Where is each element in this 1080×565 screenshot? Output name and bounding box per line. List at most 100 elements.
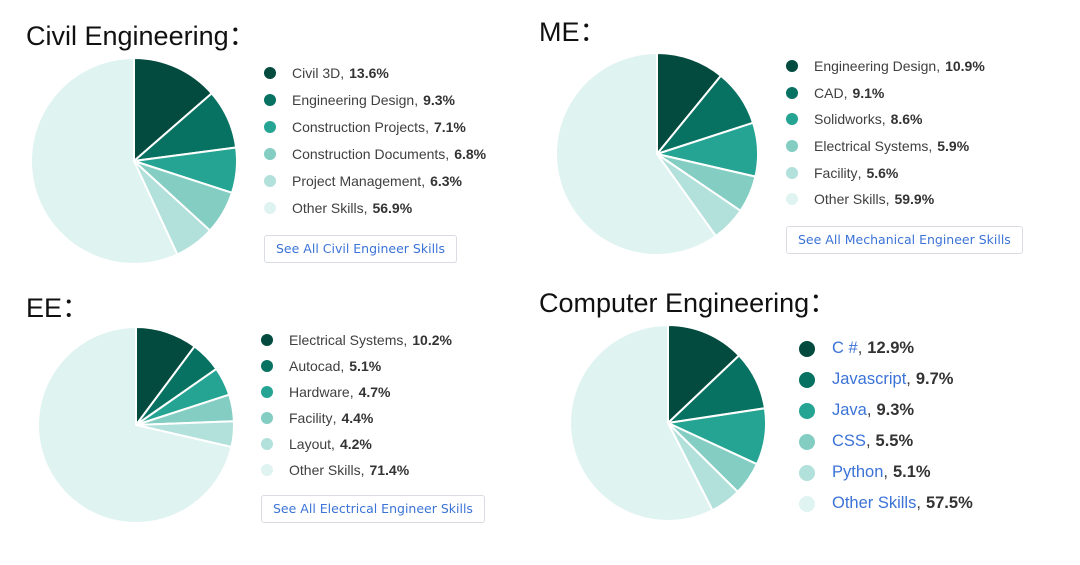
computer-slice-c-sharp: [667, 324, 741, 424]
legend-value: 6.3%: [430, 172, 462, 189]
legend-separator: ,: [866, 401, 872, 419]
electrical-slice-other-skills: [37, 326, 233, 524]
electrical-legend-item-autocad: Autocad, 5.1%: [261, 353, 452, 379]
see-all-civil-engineer-skills-button[interactable]: See All Civil Engineer Skills: [264, 235, 458, 263]
electrical-legend-item-layout: Layout, 4.2%: [261, 431, 452, 457]
legend-label: Construction Projects: [292, 118, 426, 135]
legend-separator: ,: [906, 370, 911, 388]
legend-separator: ,: [340, 64, 345, 81]
legend-swatch-icon: [799, 495, 815, 512]
mechanical-legend: Engineering Design, 10.9% CAD, 9.1% Solidwor…: [786, 53, 985, 213]
legend-separator: ,: [425, 118, 429, 135]
civil-slice-civil-3d: [133, 57, 213, 162]
electrical-legend-item-facility: Facility, 4.4%: [261, 405, 452, 431]
electrical-legend-item-hardware: Hardware, 4.7%: [261, 379, 452, 405]
legend-value: 10.9%: [945, 58, 985, 75]
computer-slice-other-skills: [569, 324, 714, 522]
legend-label: Construction Documents: [292, 145, 446, 162]
civil-legend-item-civil-3d: Civil 3D, 13.6%: [264, 59, 486, 86]
mechanical-legend-item-engineering-design: Engineering Design, 10.9%: [786, 53, 985, 80]
legend-label[interactable]: Javascript: [832, 370, 907, 388]
legend-swatch-icon: [786, 193, 798, 206]
legend-separator: ,: [936, 58, 941, 75]
legend-swatch-icon: [264, 174, 276, 187]
legend-swatch-icon: [799, 371, 815, 388]
legend-value: 5.5%: [875, 432, 914, 450]
legend-label: Hardware: [289, 384, 350, 400]
legend-value: 5.1%: [892, 463, 931, 481]
legend-swatch-icon: [264, 66, 276, 79]
legend-label: Project Management: [292, 172, 422, 189]
mechanical-chart-title: ME：: [539, 17, 607, 47]
legend-label: Civil 3D: [292, 64, 341, 81]
legend-swatch-icon: [264, 93, 276, 106]
legend-value: 8.6%: [890, 111, 923, 128]
legend-label: Electrical Systems: [814, 138, 929, 155]
computer-legend: C #, 12.9% Javascript, 9.7% Java, 9.3% CSS, 5.5…: [799, 333, 973, 519]
electrical-legend-item-electrical-systems: Electrical Systems, 10.2%: [261, 327, 452, 353]
legend-swatch-icon: [261, 438, 273, 450]
legend-label: Layout: [289, 436, 332, 452]
legend-swatch-icon: [786, 86, 798, 99]
civil-pie-chart: [30, 57, 238, 265]
legend-separator: ,: [340, 358, 345, 374]
legend-swatch-icon: [786, 113, 798, 126]
legend-swatch-icon: [264, 147, 276, 160]
legend-separator: ,: [857, 339, 863, 357]
legend-label: Engineering Design: [814, 58, 937, 75]
mechanical-legend-item-facility: Facility, 5.6%: [786, 159, 985, 186]
legend-separator: ,: [885, 191, 890, 208]
legend-swatch-icon: [261, 386, 273, 398]
legend-label[interactable]: Python: [832, 463, 884, 481]
legend-separator: ,: [332, 410, 337, 426]
legend-label: Autocad: [289, 358, 341, 374]
electrical-legend: Electrical Systems, 10.2% Autocad, 5.1% Hard…: [261, 327, 452, 483]
computer-legend-item-other-skills: Other Skills, 57.5%: [799, 488, 973, 519]
legend-label[interactable]: C #: [832, 339, 858, 357]
computer-chart-title: Computer Engineering：: [539, 288, 837, 318]
legend-label: CAD: [814, 84, 844, 101]
see-all-electrical-engineer-skills-button[interactable]: See All Electrical Engineer Skills: [261, 495, 485, 523]
legend-label: Other Skills: [814, 191, 886, 208]
civil-legend-item-other-skills: Other Skills, 56.9%: [264, 194, 486, 221]
legend-value: 7.1%: [433, 118, 466, 135]
legend-value: 71.4%: [369, 462, 410, 478]
legend-label[interactable]: Other Skills: [832, 494, 917, 512]
computer-legend-item-python: Python, 5.1%: [799, 457, 973, 488]
legend-swatch-icon: [261, 464, 273, 476]
legend-swatch-icon: [786, 166, 798, 179]
mechanical-legend-item-other-skills: Other Skills, 59.9%: [786, 186, 985, 213]
mechanical-slice-other-skills: [555, 52, 717, 256]
legend-label[interactable]: Java: [832, 401, 867, 419]
computer-legend-item-c-sharp: C #, 12.9%: [799, 333, 973, 364]
legend-swatch-icon: [799, 402, 815, 419]
legend-separator: ,: [331, 436, 335, 452]
legend-separator: ,: [363, 199, 368, 216]
legend-swatch-icon: [264, 120, 276, 133]
legend-value: 10.2%: [412, 332, 452, 348]
mechanical-legend-item-cad: CAD, 9.1%: [786, 80, 985, 107]
legend-value: 5.9%: [937, 138, 970, 155]
legend-label: Facility: [289, 410, 333, 426]
legend-label[interactable]: CSS: [832, 432, 866, 450]
legend-value: 9.1%: [852, 84, 885, 101]
computer-legend-item-javascript: Javascript, 9.7%: [799, 364, 973, 395]
legend-swatch-icon: [786, 60, 798, 73]
legend-separator: ,: [349, 384, 354, 400]
mechanical-pie-chart: [555, 52, 760, 256]
legend-value: 59.9%: [894, 191, 935, 208]
legend-label: Facility: [814, 164, 858, 181]
legend-separator: ,: [403, 332, 408, 348]
legend-separator: ,: [843, 84, 848, 101]
electrical-legend-item-other-skills: Other Skills, 71.4%: [261, 457, 452, 483]
legend-swatch-icon: [261, 360, 273, 372]
legend-label: Other Skills: [289, 462, 361, 478]
mechanical-slice-engineering-design: [656, 52, 722, 155]
legend-swatch-icon: [261, 412, 273, 424]
legend-separator: ,: [883, 463, 888, 481]
legend-swatch-icon: [799, 433, 815, 450]
legend-value: 9.7%: [915, 370, 954, 388]
legend-separator: ,: [881, 111, 886, 128]
legend-value: 9.3%: [423, 91, 456, 108]
see-all-mechanical-engineer-skills-button[interactable]: See All Mechanical Engineer Skills: [786, 226, 1023, 254]
